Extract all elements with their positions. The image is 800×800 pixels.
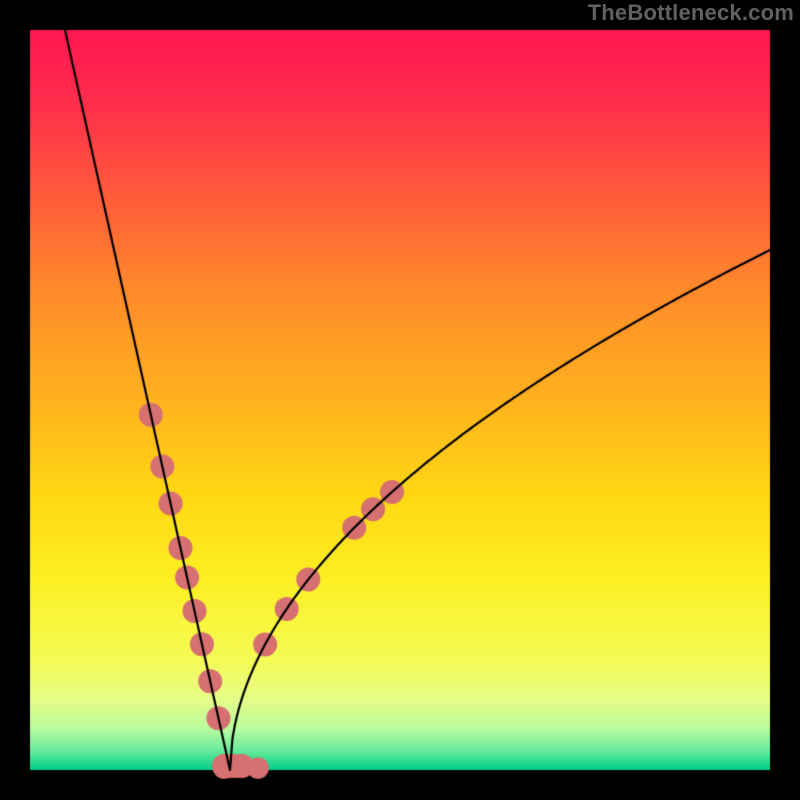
watermark-label: TheBottleneck.com	[588, 0, 794, 26]
chart-stage: TheBottleneck.com	[0, 0, 800, 800]
bottleneck-chart	[0, 0, 800, 800]
